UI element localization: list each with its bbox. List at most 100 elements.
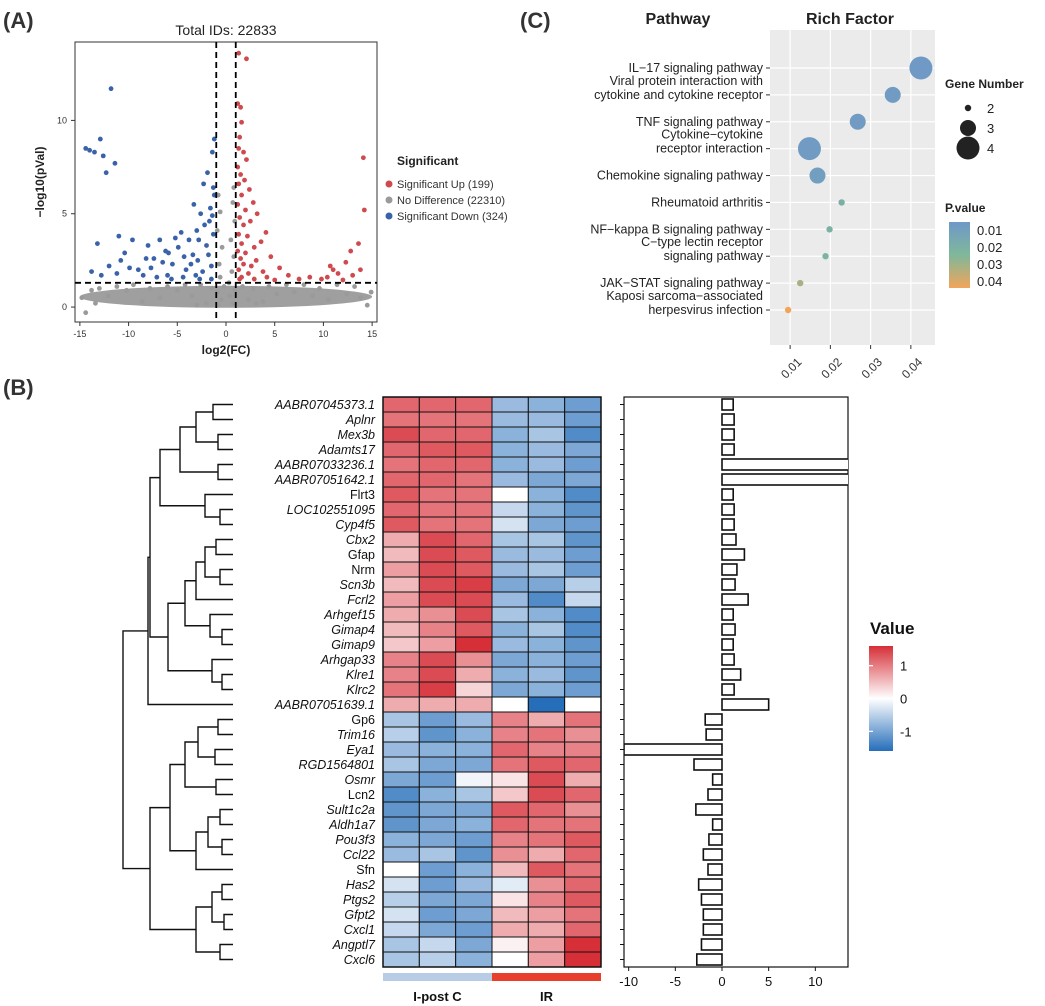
heatmap-cell (564, 921, 602, 938)
volcano-point (204, 300, 209, 306)
heatmap-cell (527, 756, 566, 773)
heatmap-cell (564, 576, 602, 593)
heatmap-cell (455, 831, 493, 848)
volcano-point (253, 300, 259, 306)
heatmap-cell (418, 711, 457, 728)
heatmap-cell (564, 441, 602, 458)
gene-label: Pou3f3 (335, 833, 375, 847)
dendrogram-branch (215, 538, 233, 556)
expression-bar (721, 548, 746, 561)
heatmap-cell (382, 711, 420, 728)
heatmap-cell (418, 411, 457, 428)
volcano-point (89, 269, 94, 274)
heatmap-cell (564, 546, 602, 563)
heatmap-cell (382, 951, 420, 968)
volcano-point (330, 267, 336, 273)
expression-bar (721, 503, 735, 516)
heatmap-cell (527, 681, 566, 698)
volcano-point (221, 284, 227, 289)
heatmap-cell (382, 666, 420, 683)
heatmap-cell (527, 591, 566, 608)
x-tick-label: 10 (808, 974, 822, 989)
heatmap-cell (418, 621, 457, 638)
heatmap-cell (564, 621, 602, 638)
heatmap-cell (382, 486, 420, 503)
x-tick-label: 0.01 (778, 355, 805, 382)
volcano-point (189, 293, 195, 299)
bars-group (624, 398, 848, 966)
gene-label: Gp6 (351, 713, 375, 727)
x-tick-label: 0.04 (899, 355, 926, 382)
expression-bar (721, 398, 734, 411)
gene-label: Gimap4 (331, 623, 375, 637)
volcano-point (198, 211, 204, 217)
pvalue-legend-label: 0.04 (977, 274, 1002, 289)
volcano-point (335, 271, 341, 276)
volcano-point (151, 256, 157, 261)
volcano-point (124, 287, 130, 293)
volcano-point (242, 177, 247, 183)
heatmap-cell (491, 681, 529, 698)
gene-label: Ccl22 (343, 848, 375, 862)
volcano-point (105, 293, 111, 299)
heatmap-cell (418, 936, 457, 953)
pathway-label: Viral protein interaction with (610, 74, 763, 88)
heatmap-cell (418, 846, 457, 863)
heatmap-cell (564, 906, 602, 923)
heatmap-cell (455, 411, 493, 428)
volcano-point (188, 261, 194, 267)
dendrogram-branch (212, 403, 233, 421)
heatmap-cell (418, 561, 457, 578)
heatmap-cell (564, 606, 602, 623)
heatmap-cell (455, 951, 493, 968)
volcano-point (248, 263, 254, 269)
heatmap-cell (491, 486, 529, 503)
x-tick-label: -10 (619, 974, 638, 989)
volcano-point (98, 272, 104, 278)
volcano-point (204, 243, 209, 248)
x-tick-label: 0 (718, 974, 725, 989)
heatmap-cell (491, 861, 529, 878)
heatmap-cell (382, 741, 420, 758)
heatmap-cell (455, 501, 493, 518)
volcano-point (239, 241, 244, 247)
heatmap-cell (455, 531, 493, 548)
gene-label: Gfpt2 (344, 908, 375, 922)
volcano-point (97, 136, 103, 142)
volcano-point (169, 276, 174, 282)
volcano-point (344, 291, 350, 297)
volcano-point (209, 149, 215, 155)
dendrogram-branch (167, 602, 212, 672)
heatmap-cell (527, 771, 566, 788)
volcano-point (122, 250, 128, 256)
heatmap-cell (382, 606, 420, 623)
heatmap-cell (382, 756, 420, 773)
heatmap-cell (418, 666, 457, 683)
heatmap-cell (455, 486, 493, 503)
heatmap-cell (418, 951, 457, 968)
expression-bar (721, 638, 734, 651)
volcano-point (89, 287, 94, 293)
heatmap-cell (455, 426, 493, 443)
heatmap-cell (418, 696, 457, 713)
volcano-point (216, 261, 222, 267)
heatmap-cell (527, 876, 566, 893)
heatmap-cell (564, 501, 602, 518)
volcano-point (210, 231, 216, 237)
expression-bar (721, 623, 736, 636)
volcano-point (266, 284, 272, 289)
pathway-bubble (849, 113, 866, 130)
dendrogram-branch (159, 448, 205, 507)
volcano-point (114, 284, 120, 289)
volcano-point (202, 222, 207, 228)
heatmap-cell (527, 906, 566, 923)
dendrogram-branch (184, 741, 216, 788)
expression-bar (721, 593, 749, 606)
volcano-point (246, 297, 251, 302)
gene-label: AABR07051639.1 (274, 698, 375, 712)
volcano-point (201, 181, 206, 187)
heatmap-cell (491, 891, 529, 908)
heatmap-cell (564, 711, 602, 728)
volcano-point (195, 258, 201, 263)
volcano-point (244, 157, 249, 163)
